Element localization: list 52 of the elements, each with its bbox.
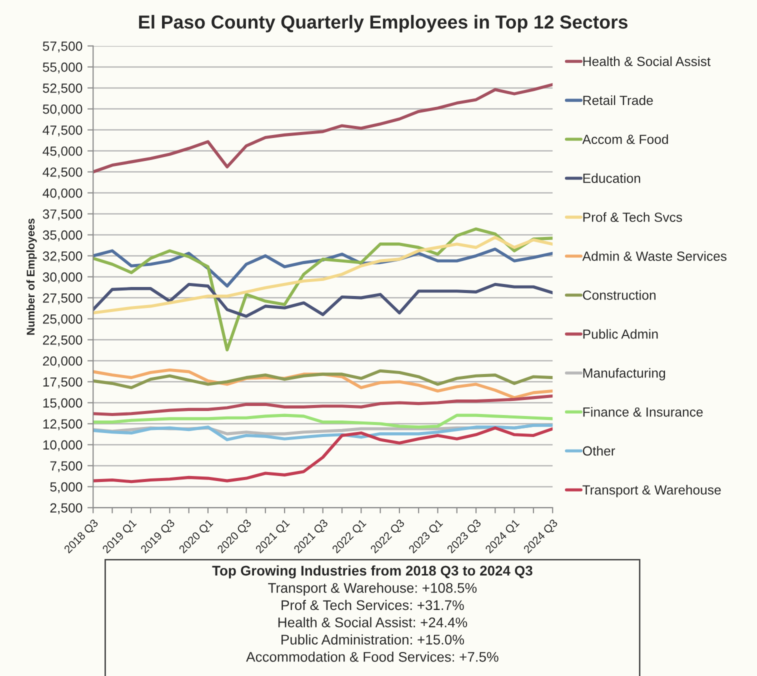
legend-label: Prof & Tech Svcs — [583, 212, 682, 222]
line-series — [93, 424, 553, 442]
y-tick-label: 17,500 — [43, 377, 82, 388]
y-tick-label: 50,000 — [42, 104, 82, 116]
y-tick-label: 40,000 — [42, 188, 82, 200]
y-tick-label: 42,500 — [42, 167, 82, 178]
line-series — [93, 414, 553, 429]
legend-label: Manufacturing — [583, 368, 666, 380]
y-tick-label: 35,000 — [42, 230, 82, 242]
chart-title: El Paso County Quarterly Employees in Top 12 Sectors — [139, 14, 628, 32]
legend-label: Admin & Waste Services — [582, 251, 726, 261]
line-series — [93, 236, 553, 314]
y-tick-label: 55,000 — [42, 62, 82, 74]
line-series — [93, 227, 553, 352]
text: Transport & Warehouse: +108.5% — [268, 582, 477, 596]
y-tick-label: 27,500 — [43, 293, 82, 304]
y-axis-title: Number of Employees — [26, 218, 37, 335]
legend-label: Finance & Insurance — [583, 407, 703, 417]
text: Top Growing Industries from 2018 Q3 to 2024 Q3 — [212, 565, 532, 578]
text: Prof & Tech Services: +31.7% — [282, 600, 464, 610]
legend-label: Retail Trade — [583, 95, 653, 106]
y-tick-label: 47,500 — [42, 125, 82, 136]
legend-label: Public Admin — [583, 329, 658, 339]
y-tick-label: 15,000 — [43, 398, 82, 410]
text: Public Administration: +15.0% — [282, 634, 464, 645]
y-tick-label: 30,000 — [42, 272, 82, 284]
line-series — [93, 394, 553, 416]
y-tick-label: 32,500 — [42, 251, 82, 262]
legend-label: Education — [583, 173, 640, 183]
y-tick-label: 7,500 — [50, 461, 82, 472]
legend-label: Transport & Warehouse — [582, 484, 721, 498]
text: Accommodation & Food Services: +7.5% — [246, 652, 498, 662]
y-tick-label: 10,000 — [43, 440, 82, 452]
legend-label: Accom & Food — [582, 134, 668, 144]
line-series — [93, 83, 553, 174]
y-tick-label: 57,500 — [42, 42, 82, 52]
legend-label: Health & Social Assist — [583, 56, 711, 66]
y-tick-label: 52,500 — [42, 84, 82, 94]
line-series — [93, 426, 553, 484]
y-tick-label: 20,000 — [43, 356, 82, 368]
legend-label: Construction — [582, 290, 656, 300]
y-tick-label: 45,000 — [42, 146, 82, 158]
y-tick-label: 2,500 — [50, 503, 82, 514]
line-series — [93, 369, 553, 390]
y-tick-label: 22,500 — [43, 335, 82, 346]
line-series — [93, 282, 553, 318]
y-tick-label: 25,000 — [43, 314, 82, 326]
y-tick-label: 37,500 — [42, 209, 82, 220]
text: Health & Social Assist: +24.4% — [278, 617, 468, 628]
legend-label: Other — [582, 446, 616, 456]
y-tick-label: 5,000 — [50, 482, 82, 494]
y-tick-label: 12,500 — [43, 419, 82, 430]
